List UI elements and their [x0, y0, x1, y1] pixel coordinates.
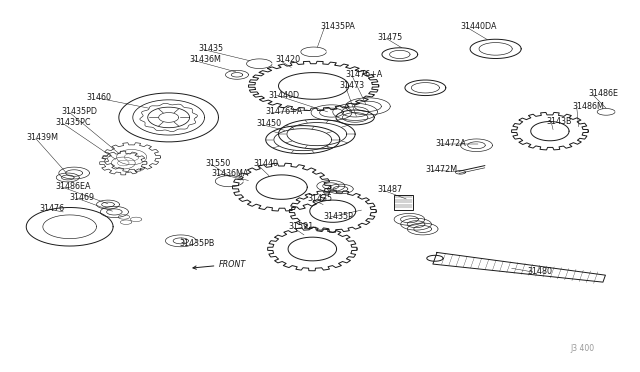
- Text: 31480: 31480: [527, 267, 552, 276]
- Text: 31486E: 31486E: [588, 89, 618, 98]
- Text: 31436MA: 31436MA: [211, 169, 249, 177]
- Text: 31435PD: 31435PD: [61, 108, 97, 116]
- Text: 31460: 31460: [87, 93, 112, 102]
- Text: 31435: 31435: [198, 44, 224, 53]
- Text: 31435PB: 31435PB: [179, 239, 215, 248]
- Text: 31435PA: 31435PA: [320, 22, 355, 31]
- Text: 31550: 31550: [205, 159, 230, 168]
- Text: 31487: 31487: [378, 185, 403, 194]
- Text: 31486EA: 31486EA: [55, 182, 90, 190]
- Text: 31472M: 31472M: [426, 165, 458, 174]
- Bar: [394, 195, 413, 210]
- Text: 31439M: 31439M: [26, 133, 58, 142]
- Text: 31473: 31473: [339, 81, 364, 90]
- Text: 31469: 31469: [70, 193, 95, 202]
- Text: 31440: 31440: [253, 159, 278, 168]
- Text: 31475: 31475: [378, 33, 403, 42]
- Text: 31476+A: 31476+A: [266, 108, 303, 116]
- Text: 31420: 31420: [275, 55, 300, 64]
- Text: 31591: 31591: [288, 222, 314, 231]
- Text: 31476: 31476: [39, 204, 64, 213]
- Text: FRONT: FRONT: [219, 260, 246, 269]
- Text: 3143B: 3143B: [547, 117, 572, 126]
- Text: 31472A: 31472A: [435, 139, 466, 148]
- Text: 31435PC: 31435PC: [55, 119, 90, 128]
- Text: J3 400: J3 400: [570, 344, 595, 353]
- Text: 31436M: 31436M: [189, 55, 221, 64]
- Text: 31450: 31450: [256, 119, 281, 128]
- Text: 31486M: 31486M: [572, 102, 604, 111]
- Text: 31440DA: 31440DA: [461, 22, 497, 31]
- Text: 31435: 31435: [307, 195, 332, 203]
- Text: 31440D: 31440D: [269, 91, 300, 100]
- Text: 31476+A: 31476+A: [346, 70, 383, 79]
- Text: 31435P: 31435P: [323, 212, 353, 221]
